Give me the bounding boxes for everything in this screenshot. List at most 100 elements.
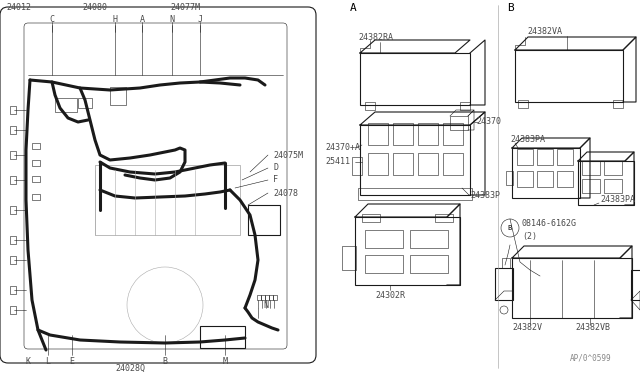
Text: 24382VB: 24382VB — [575, 324, 610, 333]
Bar — [10, 236, 16, 244]
Bar — [32, 194, 40, 200]
Bar — [32, 160, 40, 166]
Text: A: A — [350, 3, 356, 13]
Text: B: B — [507, 3, 514, 13]
Bar — [365, 255, 403, 273]
Text: 24382V: 24382V — [512, 324, 542, 333]
Bar — [110, 87, 126, 105]
Text: 24077M: 24077M — [170, 3, 200, 13]
Bar — [365, 102, 375, 110]
Bar — [78, 98, 92, 108]
Bar — [631, 270, 640, 300]
Bar — [517, 149, 533, 165]
Text: 24012: 24012 — [6, 3, 31, 13]
Bar — [410, 230, 448, 248]
Bar — [10, 206, 16, 214]
Bar — [10, 151, 16, 159]
Text: (2): (2) — [522, 231, 537, 241]
Bar — [460, 102, 470, 110]
Bar — [443, 123, 463, 145]
Bar — [200, 326, 245, 348]
Bar — [515, 50, 623, 102]
Bar — [32, 176, 40, 182]
Text: 24302R: 24302R — [375, 291, 405, 299]
Bar — [450, 116, 468, 130]
Text: D: D — [273, 164, 278, 173]
Bar — [557, 171, 573, 187]
Text: J: J — [198, 16, 202, 25]
Text: A: A — [140, 16, 145, 25]
Text: M: M — [223, 357, 227, 366]
Text: B: B — [508, 225, 512, 231]
Text: 08146-6162G: 08146-6162G — [522, 219, 577, 228]
Text: K: K — [26, 357, 31, 366]
Bar — [355, 217, 460, 285]
Bar — [265, 295, 269, 300]
Bar — [537, 171, 553, 187]
Text: 24075M: 24075M — [273, 151, 303, 160]
Text: 24028Q: 24028Q — [115, 363, 145, 372]
Text: 25411: 25411 — [325, 157, 350, 167]
Bar — [517, 171, 533, 187]
Text: 24370+A: 24370+A — [325, 144, 360, 153]
Text: 24080: 24080 — [82, 3, 107, 13]
Bar — [537, 149, 553, 165]
Text: F: F — [273, 176, 278, 185]
Bar — [342, 246, 356, 270]
Text: 24383P: 24383P — [470, 190, 500, 199]
Bar — [495, 268, 513, 300]
Bar — [365, 230, 403, 248]
Bar — [257, 295, 261, 300]
Text: B: B — [163, 357, 168, 366]
Bar — [604, 179, 622, 193]
Bar — [512, 258, 632, 318]
Bar — [358, 188, 472, 200]
Text: 24370: 24370 — [476, 118, 501, 126]
Bar — [443, 153, 463, 175]
Bar — [582, 161, 600, 175]
Text: N: N — [263, 301, 268, 311]
Bar — [55, 98, 77, 112]
Text: E: E — [70, 357, 74, 366]
Bar — [506, 171, 513, 185]
Bar — [360, 125, 470, 195]
Text: L: L — [45, 357, 51, 366]
Bar — [248, 205, 280, 235]
Bar — [604, 161, 622, 175]
Text: 24383PA: 24383PA — [510, 135, 545, 144]
Bar — [10, 126, 16, 134]
Bar — [352, 157, 362, 175]
Bar — [362, 214, 380, 222]
Bar — [582, 179, 600, 193]
Bar — [10, 256, 16, 264]
Bar — [10, 176, 16, 184]
Bar — [95, 165, 240, 235]
Bar — [10, 306, 16, 314]
Bar — [578, 161, 634, 205]
Bar — [435, 214, 453, 222]
Bar — [360, 53, 470, 105]
Bar — [418, 123, 438, 145]
Bar — [10, 106, 16, 114]
Bar — [502, 258, 510, 268]
Bar — [32, 143, 40, 149]
Text: N: N — [170, 16, 175, 25]
Bar — [418, 153, 438, 175]
Bar — [368, 123, 388, 145]
Text: 24382RA: 24382RA — [358, 33, 393, 42]
Bar — [557, 149, 573, 165]
Text: C: C — [49, 16, 54, 25]
Text: 24078: 24078 — [273, 189, 298, 198]
Bar — [273, 295, 277, 300]
Bar — [368, 153, 388, 175]
Bar — [10, 286, 16, 294]
Text: 24383PA: 24383PA — [600, 196, 635, 205]
Text: H: H — [113, 16, 118, 25]
Text: 24382VA: 24382VA — [527, 28, 563, 36]
Bar — [613, 100, 623, 108]
Bar — [393, 153, 413, 175]
Bar — [269, 295, 273, 300]
Bar — [410, 255, 448, 273]
Bar — [261, 295, 265, 300]
Bar — [518, 100, 528, 108]
